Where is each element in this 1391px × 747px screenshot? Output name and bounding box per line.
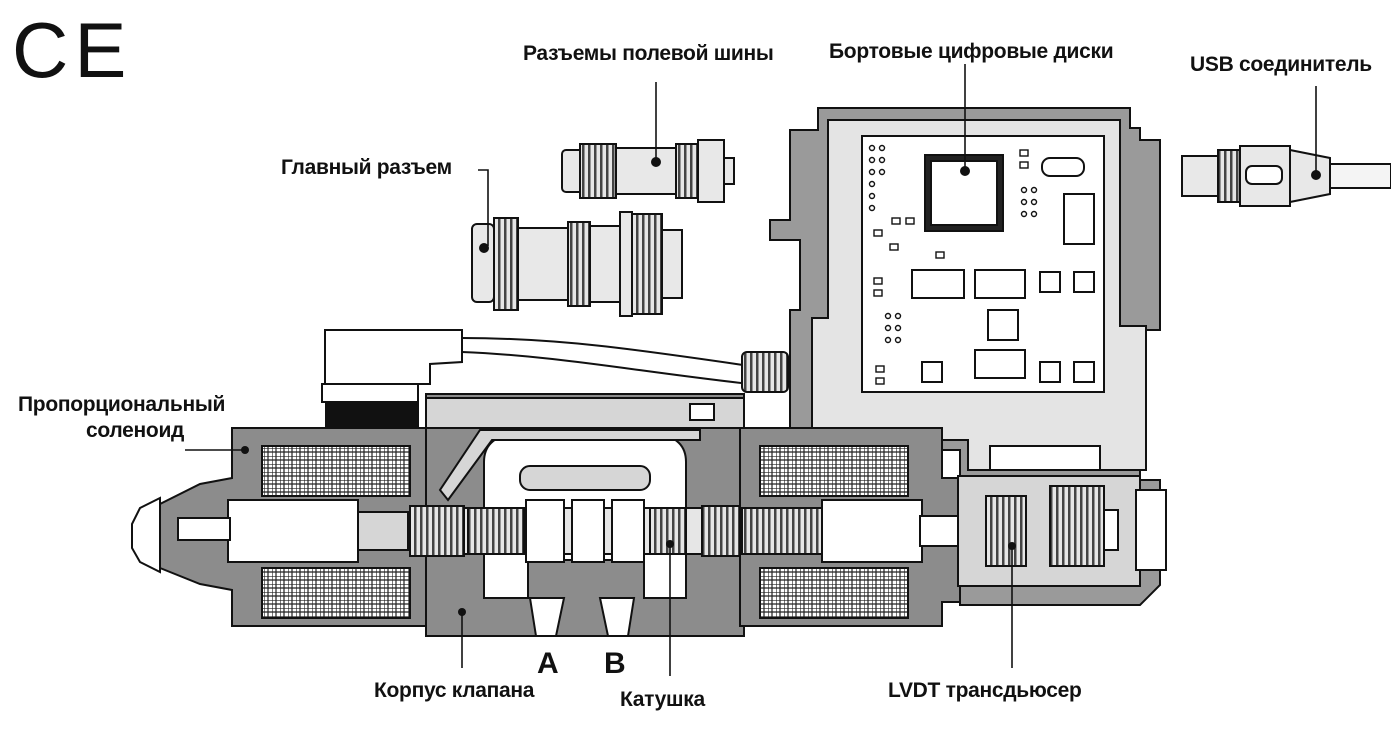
cable-gland [741, 351, 789, 393]
ce-mark-logo: CE [12, 6, 133, 94]
leader-lines [185, 64, 1317, 676]
fieldbus-connector [561, 139, 735, 203]
coil-right-lower [759, 567, 909, 619]
label-valve-body: Корпус клапана [374, 679, 535, 702]
cable-upper [461, 337, 751, 367]
valve-assembly [131, 393, 1167, 637]
coil-right-upper [759, 445, 909, 497]
label-usb-connector: USB соединитель [1190, 53, 1372, 76]
label-proportional-solenoid-line2: соленоид [86, 419, 185, 442]
coil-left-lower [261, 567, 411, 619]
usb-connector [1181, 145, 1391, 207]
main-connector [471, 211, 683, 317]
leader-dots [241, 446, 1016, 616]
cable-lower [461, 351, 751, 385]
port-a-label: A [537, 647, 559, 680]
label-fieldbus-connectors: Разъемы полевой шины [523, 42, 774, 65]
label-onboard-digital-drives: Бортовые цифровые диски [829, 40, 1114, 63]
coil-left-upper [261, 445, 411, 497]
label-lvdt-transducer: LVDT трансдьюсер [888, 679, 1082, 702]
label-main-connector: Главный разъем [281, 156, 452, 179]
port-b-label: B [604, 647, 626, 680]
label-proportional-solenoid-line1: Пропорциональный [18, 393, 226, 416]
label-spool: Катушка [620, 688, 705, 711]
